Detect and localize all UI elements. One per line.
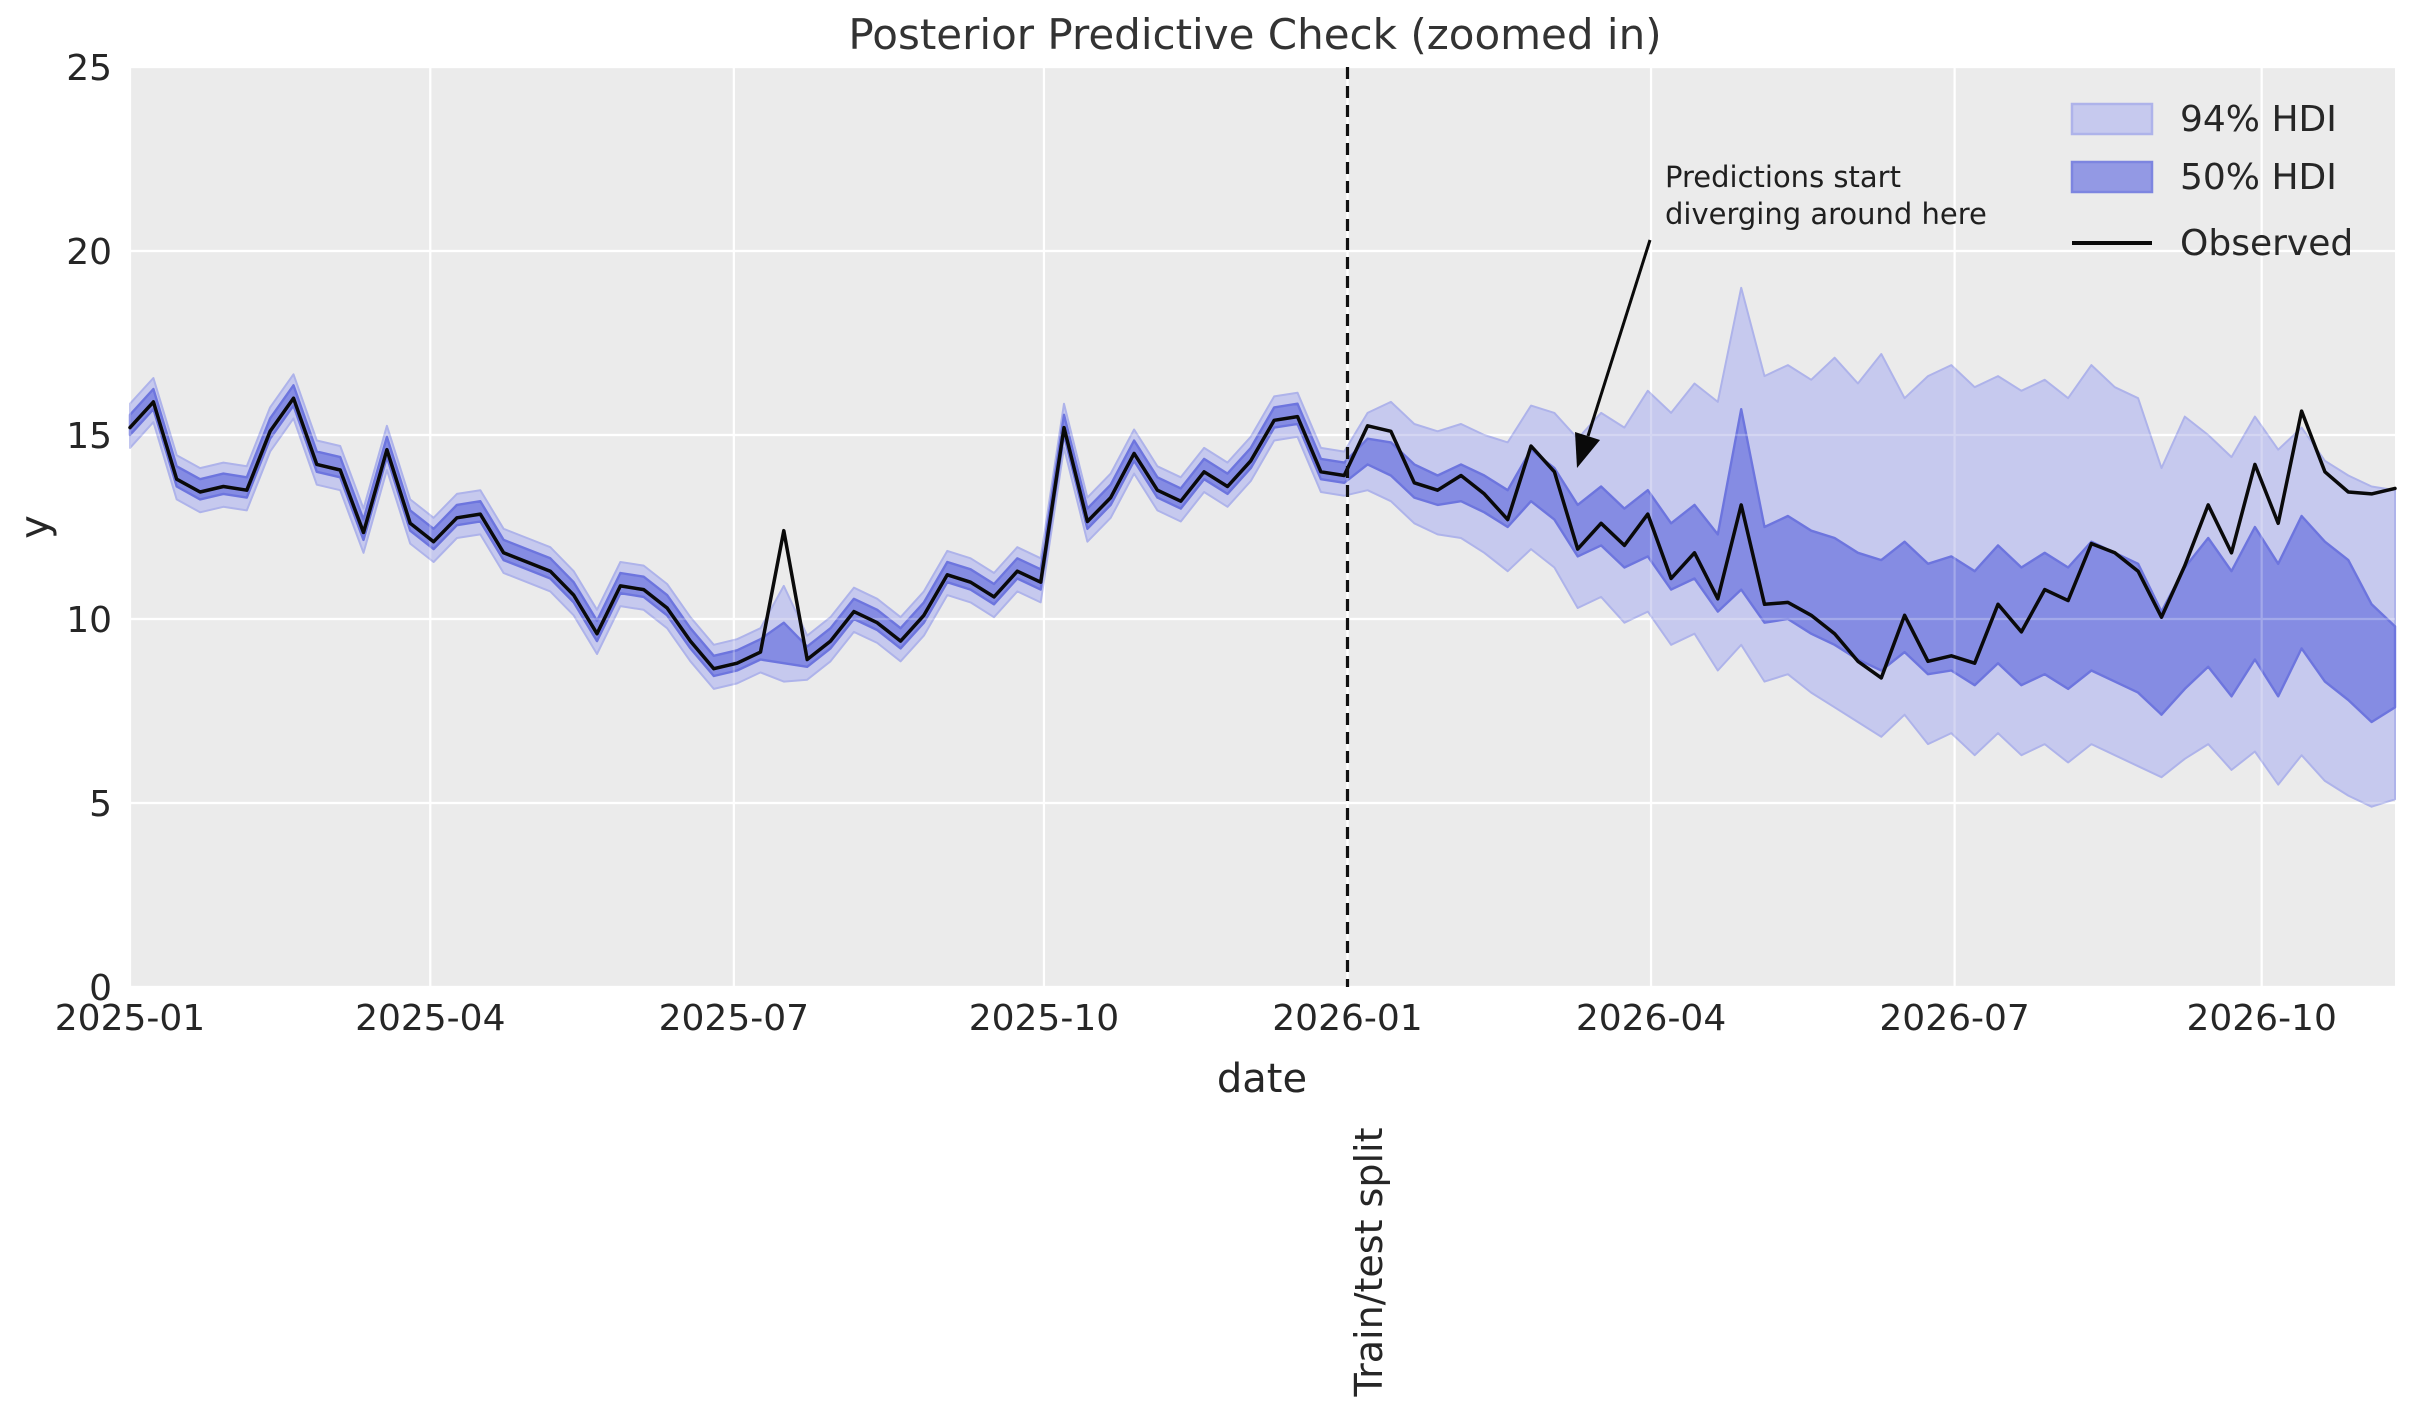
tick-labels: 0 5 10 15 20 25 2025-01 2025-04 2025-07 2025-10 20… — [55, 48, 2337, 1039]
x-tick-label: 2026-01 — [1272, 998, 1422, 1039]
legend-label-94-hdi: 94% HDI — [2180, 99, 2337, 140]
legend-swatch-94-hdi — [2070, 102, 2154, 136]
data-series — [128, 67, 2397, 987]
hdi50-band — [128, 384, 2397, 724]
annotation-text-line2: diverging around here — [1665, 197, 1987, 231]
annotation: Predictions start diverging around here — [1575, 160, 1987, 468]
chart-title: Posterior Predictive Check (zoomed in) — [848, 10, 1661, 59]
annotation-arrowhead-icon — [1575, 432, 1600, 468]
y-axis-label: y — [12, 515, 58, 539]
y-tick-label: 25 — [66, 48, 112, 89]
legend-label-50-hdi: 50% HDI — [2180, 157, 2337, 198]
x-tick-label: 2026-10 — [2186, 998, 2336, 1039]
x-axis-label: date — [1217, 1056, 1307, 1102]
annotation-arrow — [1586, 239, 1652, 437]
x-tick-label: 2025-04 — [355, 998, 505, 1039]
x-tick-label: 2026-04 — [1576, 998, 1726, 1039]
x-tick-label: 2026-07 — [1879, 998, 2029, 1039]
x-tick-label: 2025-10 — [969, 998, 1119, 1039]
observed-line — [128, 396, 2397, 680]
y-tick-label: 10 — [66, 600, 112, 641]
x-tick-label: 2025-07 — [659, 998, 809, 1039]
annotation-text-line1: Predictions start — [1665, 160, 1901, 194]
y-tick-label: 0 — [89, 968, 112, 1009]
y-tick-label: 15 — [66, 416, 112, 457]
train-test-split-label: Train/test split — [1347, 1128, 1391, 1398]
legend-label-observed: Observed — [2180, 223, 2353, 264]
x-tick-label: 2025-01 — [55, 998, 205, 1039]
y-tick-label: 5 — [89, 784, 112, 825]
hdi94-band — [129, 286, 2396, 808]
legend-swatch-50-hdi — [2070, 160, 2154, 194]
y-tick-label: 20 — [66, 232, 112, 273]
hdi-bands — [128, 286, 2397, 808]
legend: 94% HDI 50% HDI Observed — [2070, 99, 2353, 264]
